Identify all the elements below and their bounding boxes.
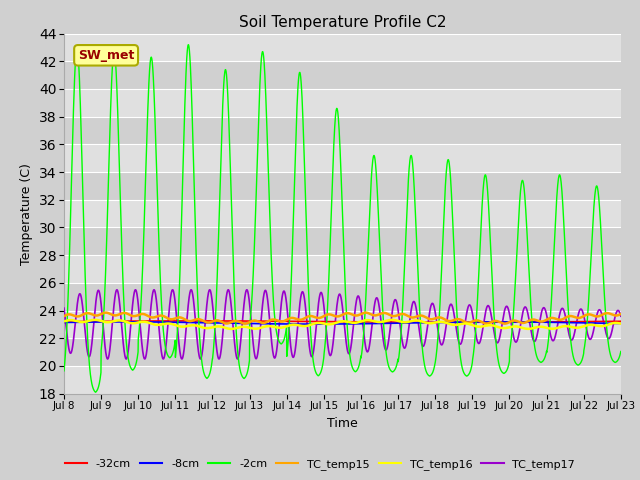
Bar [64, 311, 621, 338]
Bar [64, 283, 621, 311]
Bar [64, 117, 621, 144]
Legend: -32cm, -8cm, -2cm, TC_temp15, TC_temp16, TC_temp17: -32cm, -8cm, -2cm, TC_temp15, TC_temp16,… [60, 455, 580, 474]
Bar [64, 61, 621, 89]
Text: SW_met: SW_met [78, 49, 134, 62]
Bar [64, 172, 621, 200]
Bar [64, 200, 621, 228]
Title: Soil Temperature Profile C2: Soil Temperature Profile C2 [239, 15, 446, 30]
Bar [64, 89, 621, 117]
Y-axis label: Temperature (C): Temperature (C) [20, 163, 33, 264]
Bar [64, 366, 621, 394]
X-axis label: Time: Time [327, 417, 358, 430]
Bar [64, 338, 621, 366]
Bar [64, 144, 621, 172]
Bar [64, 255, 621, 283]
Bar [64, 34, 621, 61]
Bar [64, 228, 621, 255]
